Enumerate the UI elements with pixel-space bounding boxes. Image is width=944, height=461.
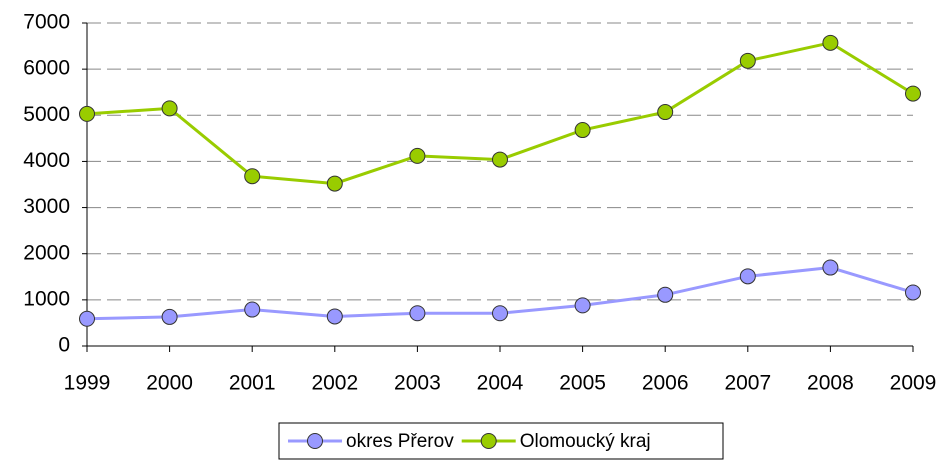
x-tick-label: 2007 bbox=[724, 372, 771, 395]
x-tick-label: 2006 bbox=[642, 372, 689, 395]
data-point bbox=[905, 85, 921, 102]
data-point bbox=[409, 305, 426, 322]
y-tick-label: 0 bbox=[58, 334, 70, 357]
x-tick-label: 2000 bbox=[146, 372, 193, 395]
data-point bbox=[161, 100, 178, 117]
data-point bbox=[244, 301, 261, 318]
legend-marker bbox=[480, 433, 497, 449]
data-point bbox=[574, 122, 591, 139]
y-tick-label: 2000 bbox=[23, 241, 70, 264]
data-point bbox=[79, 105, 95, 122]
y-tick-label: 6000 bbox=[23, 57, 70, 80]
x-tick-label: 1999 bbox=[64, 372, 111, 395]
y-tick-label: 5000 bbox=[23, 103, 70, 126]
y-tick-label: 7000 bbox=[23, 11, 70, 34]
data-point bbox=[739, 52, 756, 69]
data-point bbox=[326, 308, 343, 325]
x-tick-label: 2001 bbox=[229, 372, 276, 395]
data-point bbox=[492, 151, 508, 168]
x-tick-label: 2009 bbox=[890, 372, 937, 395]
data-point bbox=[161, 308, 178, 325]
data-point bbox=[822, 259, 839, 276]
y-tick-label: 4000 bbox=[23, 149, 70, 172]
legend-label: Olomoucký kraj bbox=[520, 431, 651, 452]
data-point bbox=[79, 310, 95, 327]
data-point bbox=[657, 286, 674, 303]
data-point bbox=[492, 305, 508, 322]
legend-label: okres Přerov bbox=[346, 431, 454, 452]
data-point bbox=[905, 284, 921, 301]
x-tick-label: 2008 bbox=[807, 372, 854, 395]
data-point bbox=[244, 168, 261, 185]
data-point bbox=[409, 147, 426, 164]
x-tick-label: 2002 bbox=[311, 372, 358, 395]
data-point bbox=[574, 297, 591, 314]
legend-marker bbox=[307, 433, 323, 449]
data-point bbox=[822, 34, 839, 51]
data-point bbox=[326, 175, 343, 192]
y-tick-label: 1000 bbox=[23, 287, 70, 310]
data-point bbox=[657, 104, 674, 121]
x-tick-label: 2004 bbox=[477, 372, 524, 395]
y-tick-label: 3000 bbox=[23, 195, 70, 218]
data-point bbox=[739, 268, 756, 285]
legend: okres Přerov Olomoucký kraj bbox=[278, 422, 724, 460]
x-tick-label: 2003 bbox=[394, 372, 441, 395]
x-tick-label: 2005 bbox=[559, 372, 606, 395]
